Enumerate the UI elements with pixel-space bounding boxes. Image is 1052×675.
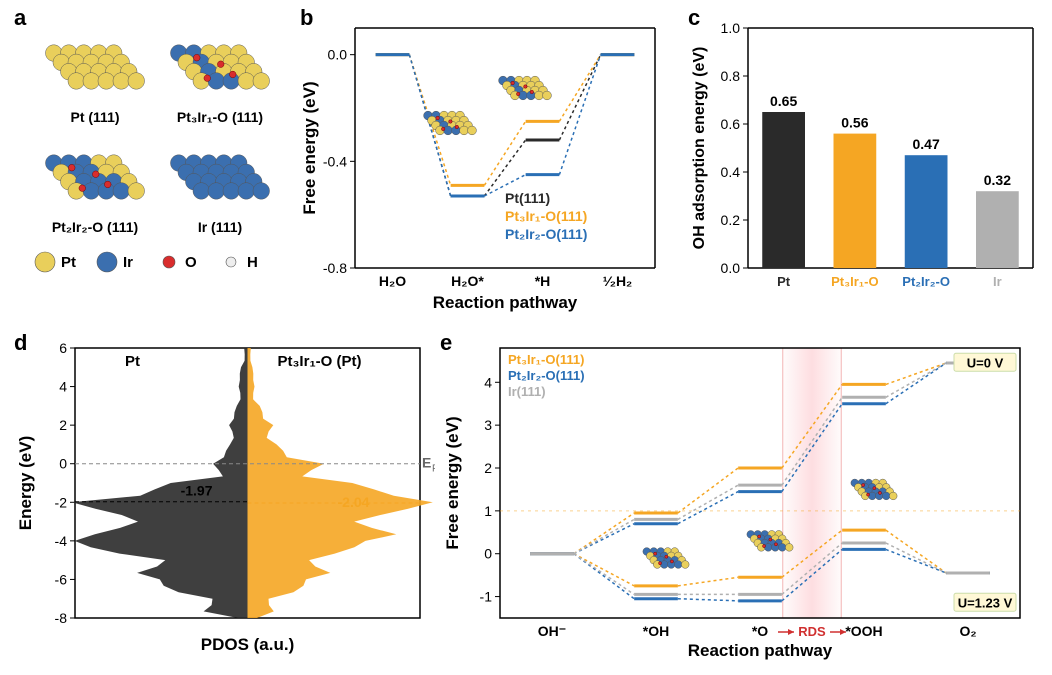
svg-text:-2: -2 — [55, 494, 68, 510]
svg-text:Pt: Pt — [61, 254, 76, 271]
svg-text:Pt₃Ir₁-O: Pt₃Ir₁-O — [831, 274, 879, 289]
svg-text:U=0 V: U=0 V — [967, 355, 1004, 370]
svg-text:-2.04: -2.04 — [338, 494, 370, 510]
svg-text:H₂O: H₂O — [379, 273, 406, 289]
svg-text:F: F — [432, 464, 435, 475]
svg-text:-6: -6 — [55, 571, 68, 587]
panel-b-svg: Free energy (eV) Reaction pathway 0.0 -0.4 -… — [300, 12, 680, 322]
svg-text:6: 6 — [59, 340, 67, 356]
svg-text:-0.8: -0.8 — [323, 260, 347, 276]
svg-text:0.4: 0.4 — [721, 164, 741, 180]
svg-text:Pt₃Ir₁-O (Pt): Pt₃Ir₁-O (Pt) — [278, 353, 362, 370]
svg-text:Pt₂Ir₂-O(111): Pt₂Ir₂-O(111) — [505, 226, 587, 242]
panel-c-svg: OH adsorption energy (eV) 0.0 0.2 0.4 0.6 0.8… — [688, 12, 1048, 322]
svg-text:*OOH: *OOH — [845, 623, 882, 639]
svg-text:E: E — [422, 455, 431, 471]
svg-text:OH adsorption energy (eV): OH adsorption energy (eV) — [691, 47, 708, 250]
svg-text:Ir: Ir — [123, 254, 133, 271]
panel-a-svg: Pt (111) Pt₃Ir₁-O (111) Pt₂Ir₂-O (111) Ir (… — [15, 12, 295, 322]
svg-text:0.65: 0.65 — [770, 93, 797, 109]
svg-text:-4: -4 — [55, 533, 68, 549]
svg-text:4: 4 — [484, 374, 492, 390]
svg-text:0.0: 0.0 — [328, 47, 348, 63]
svg-text:Reaction pathway: Reaction pathway — [688, 641, 833, 660]
svg-text:¹⁄₂H₂: ¹⁄₂H₂ — [603, 273, 633, 289]
svg-text:Pt: Pt — [777, 274, 791, 289]
svg-text:Pt₃Ir₁-O (111): Pt₃Ir₁-O (111) — [177, 109, 263, 125]
svg-text:O: O — [185, 254, 197, 271]
svg-text:Pt₂Ir₂-O(111): Pt₂Ir₂-O(111) — [508, 368, 585, 383]
svg-text:Pt₃Ir₁-O(111): Pt₃Ir₁-O(111) — [505, 208, 587, 224]
svg-text:*OH: *OH — [643, 623, 669, 639]
svg-text:3: 3 — [484, 417, 492, 433]
svg-text:H₂O*: H₂O* — [451, 273, 484, 289]
svg-text:Pt₃Ir₁-O(111): Pt₃Ir₁-O(111) — [508, 352, 584, 367]
svg-text:Pt (111): Pt (111) — [70, 109, 119, 125]
svg-text:Ir (111): Ir (111) — [198, 219, 242, 235]
svg-text:*H: *H — [535, 273, 551, 289]
svg-text:Pt: Pt — [125, 353, 140, 370]
svg-text:-1.97: -1.97 — [181, 483, 213, 499]
svg-text:-8: -8 — [55, 610, 68, 626]
svg-text:*O: *O — [752, 623, 768, 639]
svg-text:Energy (eV): Energy (eV) — [16, 436, 35, 530]
svg-text:O₂: O₂ — [959, 623, 976, 639]
svg-text:RDS: RDS — [798, 624, 826, 639]
svg-text:4: 4 — [59, 379, 67, 395]
svg-text:0.6: 0.6 — [721, 116, 741, 132]
svg-text:Ir(111): Ir(111) — [508, 384, 546, 399]
svg-text:-0.4: -0.4 — [323, 153, 347, 169]
panel-d-svg: Energy (eV) PDOS (a.u.) -8 -6 -4 -2 0 2 4 6 EF -1.9… — [15, 332, 435, 672]
svg-text:-1: -1 — [480, 589, 493, 605]
svg-text:0.32: 0.32 — [984, 172, 1011, 188]
svg-text:0: 0 — [484, 546, 492, 562]
svg-text:Ir: Ir — [993, 274, 1002, 289]
svg-text:U=1.23 V: U=1.23 V — [958, 595, 1013, 610]
svg-text:0.47: 0.47 — [913, 136, 940, 152]
svg-text:PDOS (a.u.): PDOS (a.u.) — [201, 635, 295, 654]
svg-text:OH⁻: OH⁻ — [538, 623, 566, 639]
svg-text:Pt₂Ir₂-O: Pt₂Ir₂-O — [902, 274, 950, 289]
svg-text:0.8: 0.8 — [721, 68, 741, 84]
svg-text:Free energy (eV): Free energy (eV) — [443, 416, 462, 549]
svg-text:Free energy (eV): Free energy (eV) — [300, 81, 319, 214]
svg-text:0.0: 0.0 — [721, 260, 741, 276]
svg-text:1.0: 1.0 — [721, 20, 741, 36]
svg-text:H: H — [247, 254, 258, 271]
svg-text:2: 2 — [59, 417, 67, 433]
svg-text:Pt₂Ir₂-O (111): Pt₂Ir₂-O (111) — [52, 219, 138, 235]
svg-text:0: 0 — [59, 456, 67, 472]
panel-e-svg: Free energy (eV) Reaction pathway -1 0 1 2 3 4 O… — [442, 332, 1042, 672]
svg-text:2: 2 — [484, 460, 492, 476]
svg-text:0.56: 0.56 — [841, 115, 868, 131]
svg-text:Pt(111): Pt(111) — [505, 190, 550, 206]
svg-text:1: 1 — [484, 503, 492, 519]
svg-text:0.2: 0.2 — [721, 212, 741, 228]
svg-text:Reaction pathway: Reaction pathway — [433, 293, 578, 312]
